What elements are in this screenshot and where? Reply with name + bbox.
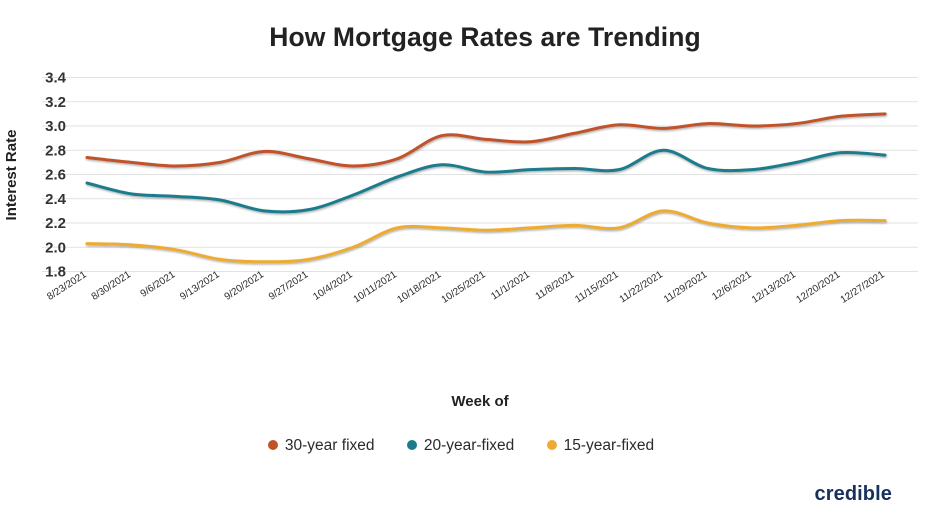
svg-text:9/27/2021: 9/27/2021 [267, 269, 311, 303]
svg-text:12/27/2021: 12/27/2021 [839, 269, 887, 306]
svg-text:10/25/2021: 10/25/2021 [440, 269, 488, 306]
svg-text:3.4: 3.4 [45, 70, 67, 87]
svg-text:1.8: 1.8 [45, 264, 66, 281]
svg-text:9/13/2021: 9/13/2021 [178, 269, 222, 303]
svg-text:2.8: 2.8 [45, 142, 66, 159]
svg-text:11/8/2021: 11/8/2021 [534, 269, 577, 302]
svg-text:2.6: 2.6 [45, 167, 66, 184]
svg-text:12/20/2021: 12/20/2021 [794, 269, 842, 306]
svg-text:11/29/2021: 11/29/2021 [662, 269, 710, 305]
svg-text:3.0: 3.0 [45, 118, 66, 135]
svg-text:8/30/2021: 8/30/2021 [90, 269, 134, 303]
svg-text:11/1/2021: 11/1/2021 [489, 269, 532, 302]
svg-text:10/4/2021: 10/4/2021 [311, 269, 355, 303]
svg-text:Week of: Week of [451, 393, 509, 410]
svg-text:12/6/2021: 12/6/2021 [710, 269, 754, 303]
svg-text:Interest Rate: Interest Rate [3, 130, 20, 221]
svg-text:11/15/2021: 11/15/2021 [573, 269, 621, 305]
svg-text:2.4: 2.4 [45, 191, 67, 208]
svg-text:10/11/2021: 10/11/2021 [352, 269, 400, 305]
svg-text:11/22/2021: 11/22/2021 [618, 269, 666, 305]
svg-text:12/13/2021: 12/13/2021 [750, 269, 798, 306]
svg-text:9/6/2021: 9/6/2021 [139, 269, 178, 300]
svg-text:9/20/2021: 9/20/2021 [223, 269, 267, 303]
svg-text:2.2: 2.2 [45, 215, 66, 232]
svg-text:3.2: 3.2 [45, 94, 66, 111]
svg-text:10/18/2021: 10/18/2021 [395, 269, 443, 306]
svg-text:2.0: 2.0 [45, 239, 66, 256]
